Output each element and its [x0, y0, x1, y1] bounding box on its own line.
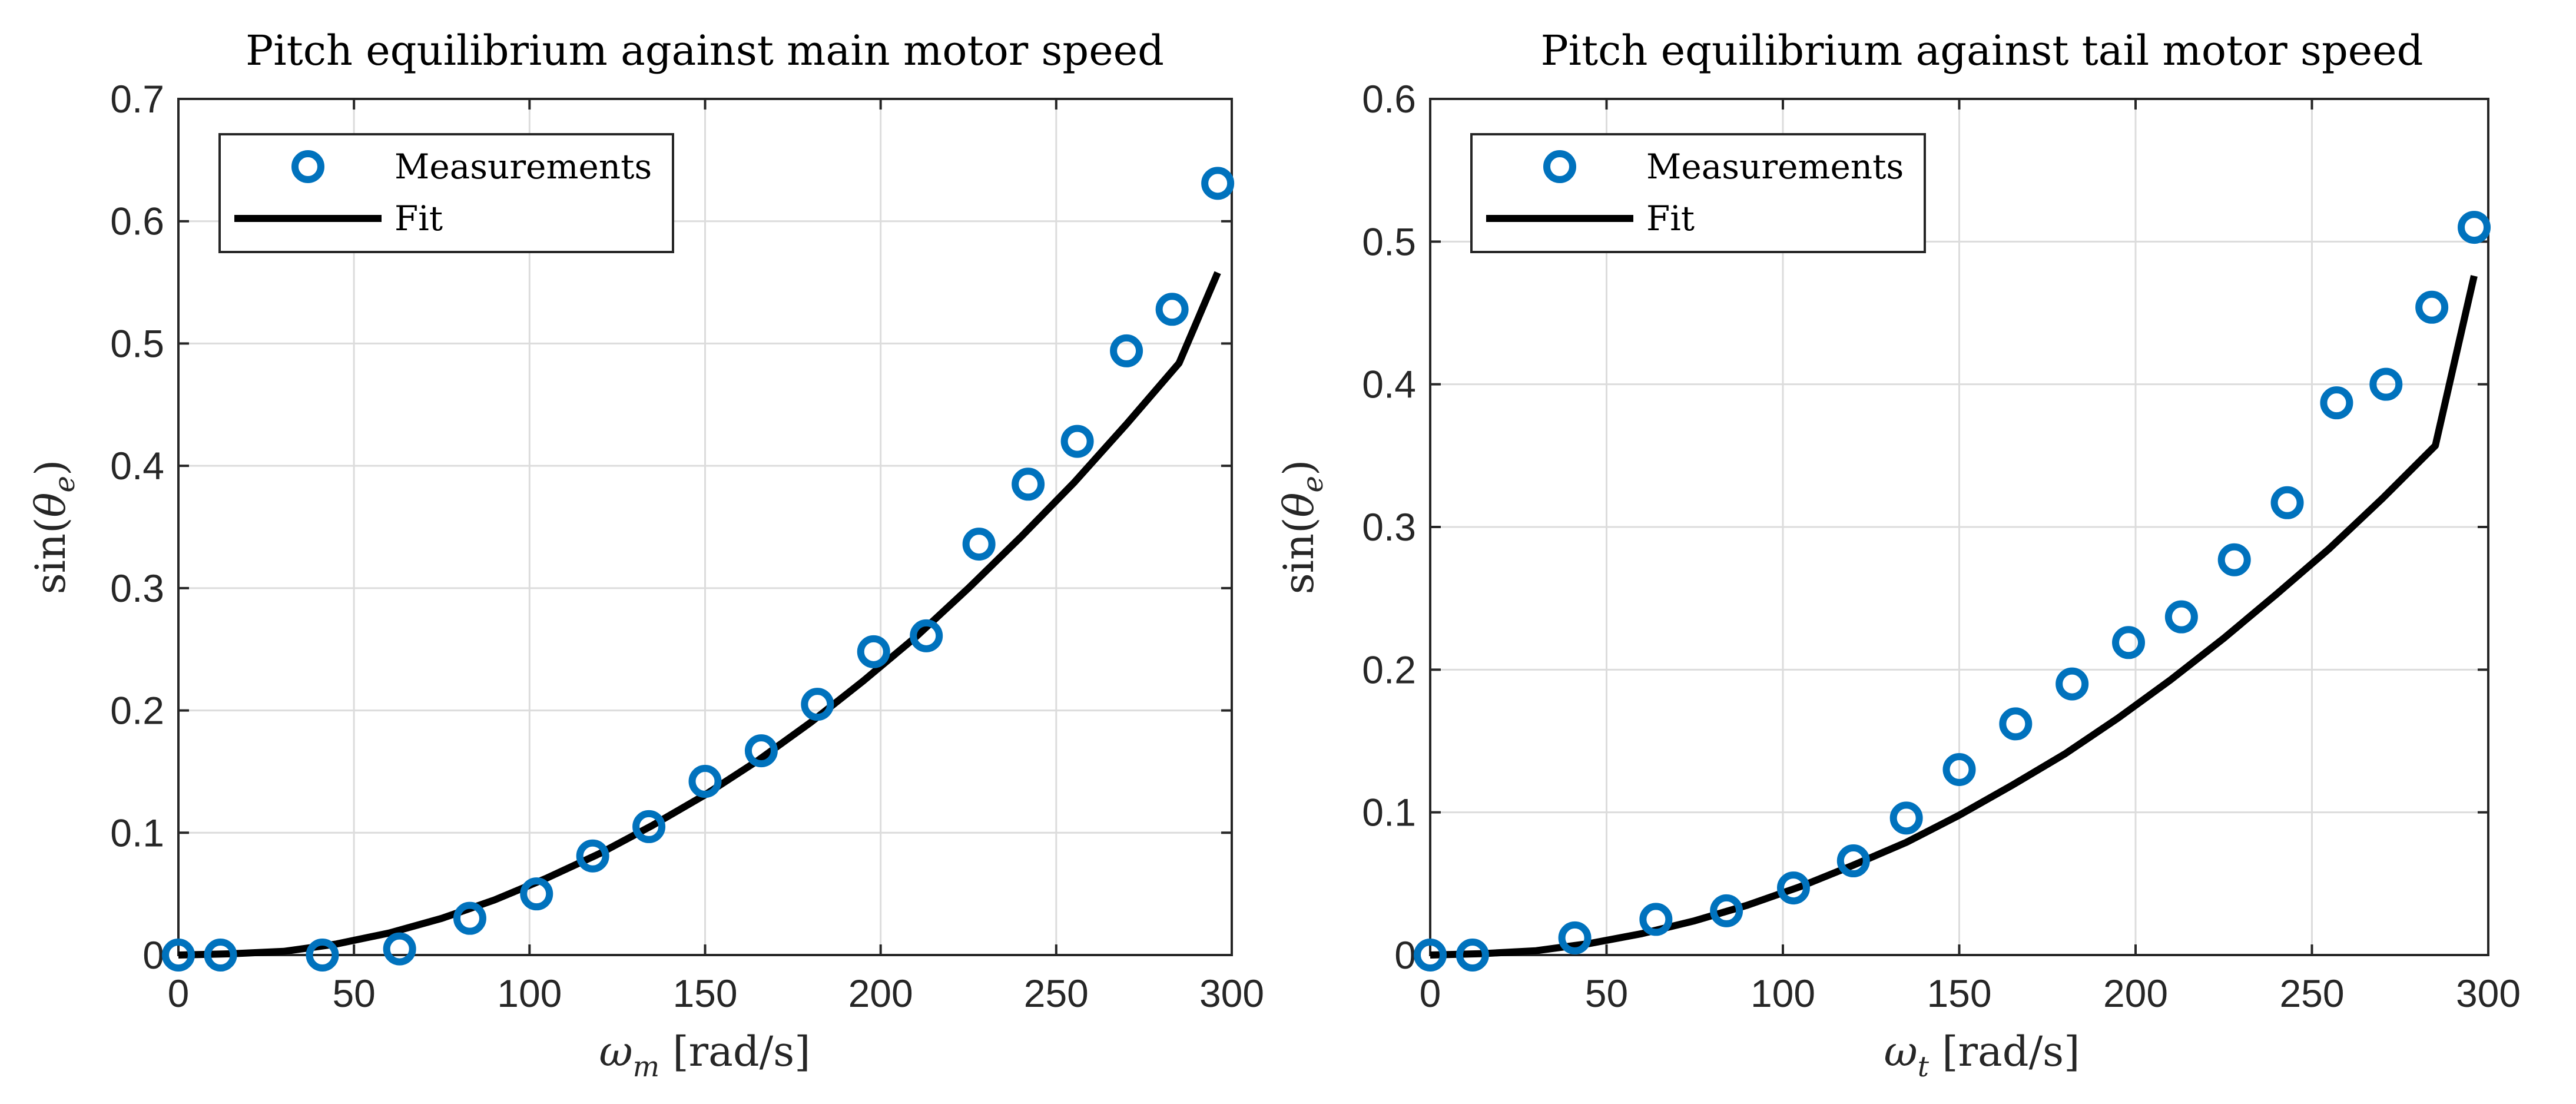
measurement-point [306, 939, 339, 972]
measurement-point [1836, 844, 1870, 878]
x-tick-label: 300 [1199, 972, 1264, 1015]
x-tick-label: 200 [2103, 972, 2168, 1015]
legend-box [1470, 133, 1926, 253]
measurement-point [2217, 543, 2251, 576]
chart-tail-motor: Pitch equilibrium against tail motor spe… [1275, 26, 2521, 1083]
measurement-point [910, 619, 943, 652]
measurement-point [2320, 386, 2353, 420]
measurement-point [632, 810, 666, 843]
x-tick-label: 250 [2279, 972, 2344, 1015]
y-tick-label: 0.2 [110, 689, 164, 732]
legend-box [218, 133, 674, 253]
y-tick-label: 0.7 [110, 77, 164, 121]
y-axis-label: sin(θe) [1275, 460, 1330, 595]
measurement-point [1776, 871, 1810, 905]
measurement-point [1558, 921, 1592, 954]
measurement-point [1155, 293, 1189, 326]
measurement-point [1060, 425, 1094, 458]
measurement-point [2369, 367, 2403, 401]
x-axis-label: ωt [rad/s] [1884, 1027, 2080, 1083]
legend-label-measurements: Measurements [394, 147, 652, 187]
legend-label-measurements: Measurements [1646, 147, 1904, 187]
y-tick-label: 0 [142, 933, 164, 977]
chart-title: Pitch equilibrium against main motor spe… [246, 26, 1164, 75]
x-tick-label: 100 [1751, 972, 1815, 1015]
measurement-point [1889, 801, 1923, 835]
x-tick-label: 100 [497, 972, 562, 1015]
measurement-point [576, 839, 609, 873]
x-tick-label: 150 [672, 972, 737, 1015]
measurement-point [1201, 167, 1235, 200]
legend-marker-measurements [1543, 150, 1576, 183]
x-tick-label: 0 [1420, 972, 1441, 1015]
measurement-point [1710, 894, 1743, 927]
measurement-point [453, 901, 486, 935]
y-tick-label: 0.1 [1362, 791, 1416, 834]
measurement-point [1110, 334, 1143, 367]
measurement-point [2112, 626, 2146, 659]
measurement-point [520, 877, 553, 911]
y-axis-label: sin(θe) [26, 460, 81, 595]
measurement-point [1942, 752, 1976, 786]
measurement-point [2164, 600, 2198, 634]
x-tick-label: 50 [332, 972, 375, 1015]
measurement-point [2458, 211, 2491, 244]
y-tick-label: 0.6 [1362, 77, 1416, 121]
x-axis-label: ωm [rad/s] [599, 1027, 811, 1083]
y-tick-label: 0.1 [110, 811, 164, 854]
measurement-point [1999, 707, 2033, 741]
y-tick-label: 0 [1394, 933, 1416, 977]
fit-line [1430, 275, 2478, 959]
measurement-point [857, 635, 890, 668]
measurement-point [2056, 667, 2089, 701]
measurement-point [1639, 903, 1673, 936]
measurement-point [1414, 939, 1447, 972]
x-tick-label: 200 [848, 972, 913, 1015]
measurement-point [962, 528, 996, 561]
x-tick-label: 250 [1024, 972, 1089, 1015]
x-tick-label: 50 [1585, 972, 1628, 1015]
legend-marker-measurements [291, 150, 324, 183]
legend: Measurements Fit [218, 133, 674, 253]
x-tick-label: 300 [2456, 972, 2521, 1015]
y-tick-label: 0.6 [110, 200, 164, 243]
measurement-point [744, 734, 778, 768]
measurement-point [688, 765, 722, 798]
y-tick-label: 0.5 [1362, 220, 1416, 263]
measurement-point [162, 939, 195, 972]
chart-main-motor: Pitch equilibrium against main motor spe… [26, 26, 1264, 1083]
legend-label-fit: Fit [394, 198, 443, 238]
measurement-point [383, 932, 416, 966]
measurement-point [204, 939, 237, 972]
y-tick-label: 0.2 [1362, 648, 1416, 691]
x-tick-label: 0 [168, 972, 190, 1015]
y-tick-label: 0.5 [110, 321, 164, 365]
y-tick-label: 0.3 [110, 566, 164, 610]
legend-label-fit: Fit [1646, 198, 1695, 238]
y-tick-label: 0.4 [1362, 363, 1416, 406]
measurement-point [2270, 486, 2304, 519]
y-tick-label: 0.3 [1362, 505, 1416, 549]
measurement-point [1456, 939, 1489, 972]
x-tick-label: 150 [1927, 972, 1991, 1015]
legend: Measurements Fit [1470, 133, 1926, 253]
measurement-point [2415, 290, 2449, 324]
measurement-point [801, 688, 834, 721]
measurement-point [1012, 468, 1045, 501]
y-tick-label: 0.4 [110, 444, 164, 488]
chart-title: Pitch equilibrium against tail motor spe… [1541, 26, 2424, 75]
